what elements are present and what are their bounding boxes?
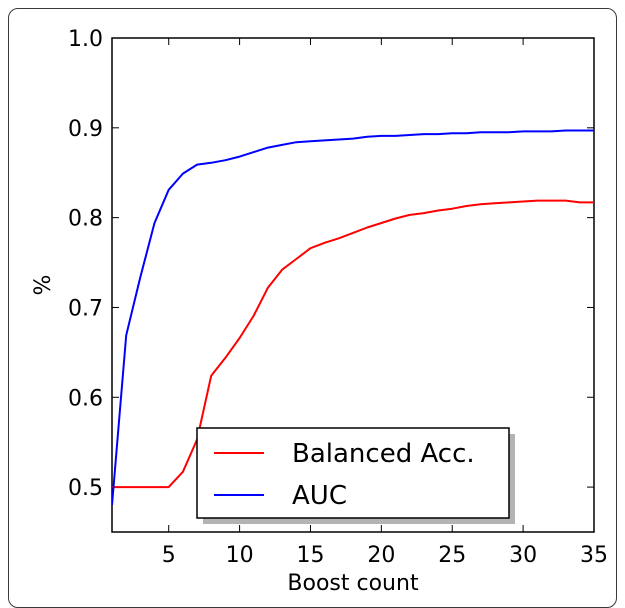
x-tick-label: 35 <box>580 543 608 568</box>
y-tick-label: 0.7 <box>68 296 103 321</box>
x-tick-label: 10 <box>226 543 254 568</box>
y-tick-label: 0.8 <box>68 207 103 232</box>
x-tick-label: 20 <box>367 543 395 568</box>
y-tick-label: 0.5 <box>68 476 103 501</box>
series-line-auc <box>112 129 594 506</box>
axes: 5 10 15 20 25 30 35 0.5 0.6 0.7 0.8 0.9 1.0 <box>68 27 608 568</box>
y-axis-label: % <box>31 275 56 296</box>
x-tick-label: 15 <box>296 543 324 568</box>
legend-label: AUC <box>292 481 347 511</box>
y-tick-label: 1.0 <box>68 27 103 52</box>
x-axis-label: Boost count <box>287 571 419 594</box>
x-tick-label: 30 <box>509 543 537 568</box>
line-chart: 5 10 15 20 25 30 35 0.5 0.6 0.7 0.8 0.9 1.0 Balanced… <box>31 27 608 594</box>
x-tick-label: 25 <box>438 543 466 568</box>
x-tick-label: 5 <box>162 543 176 568</box>
y-tick-label: 0.9 <box>68 117 103 142</box>
plot-area <box>111 37 595 533</box>
legend: Balanced Acc. AUC <box>196 427 515 524</box>
legend-label: Balanced Acc. <box>292 439 475 469</box>
y-tick-label: 0.6 <box>68 386 103 411</box>
series-lines <box>112 129 594 506</box>
series-line-balanced-acc <box>112 199 594 489</box>
legend-box <box>196 427 510 519</box>
